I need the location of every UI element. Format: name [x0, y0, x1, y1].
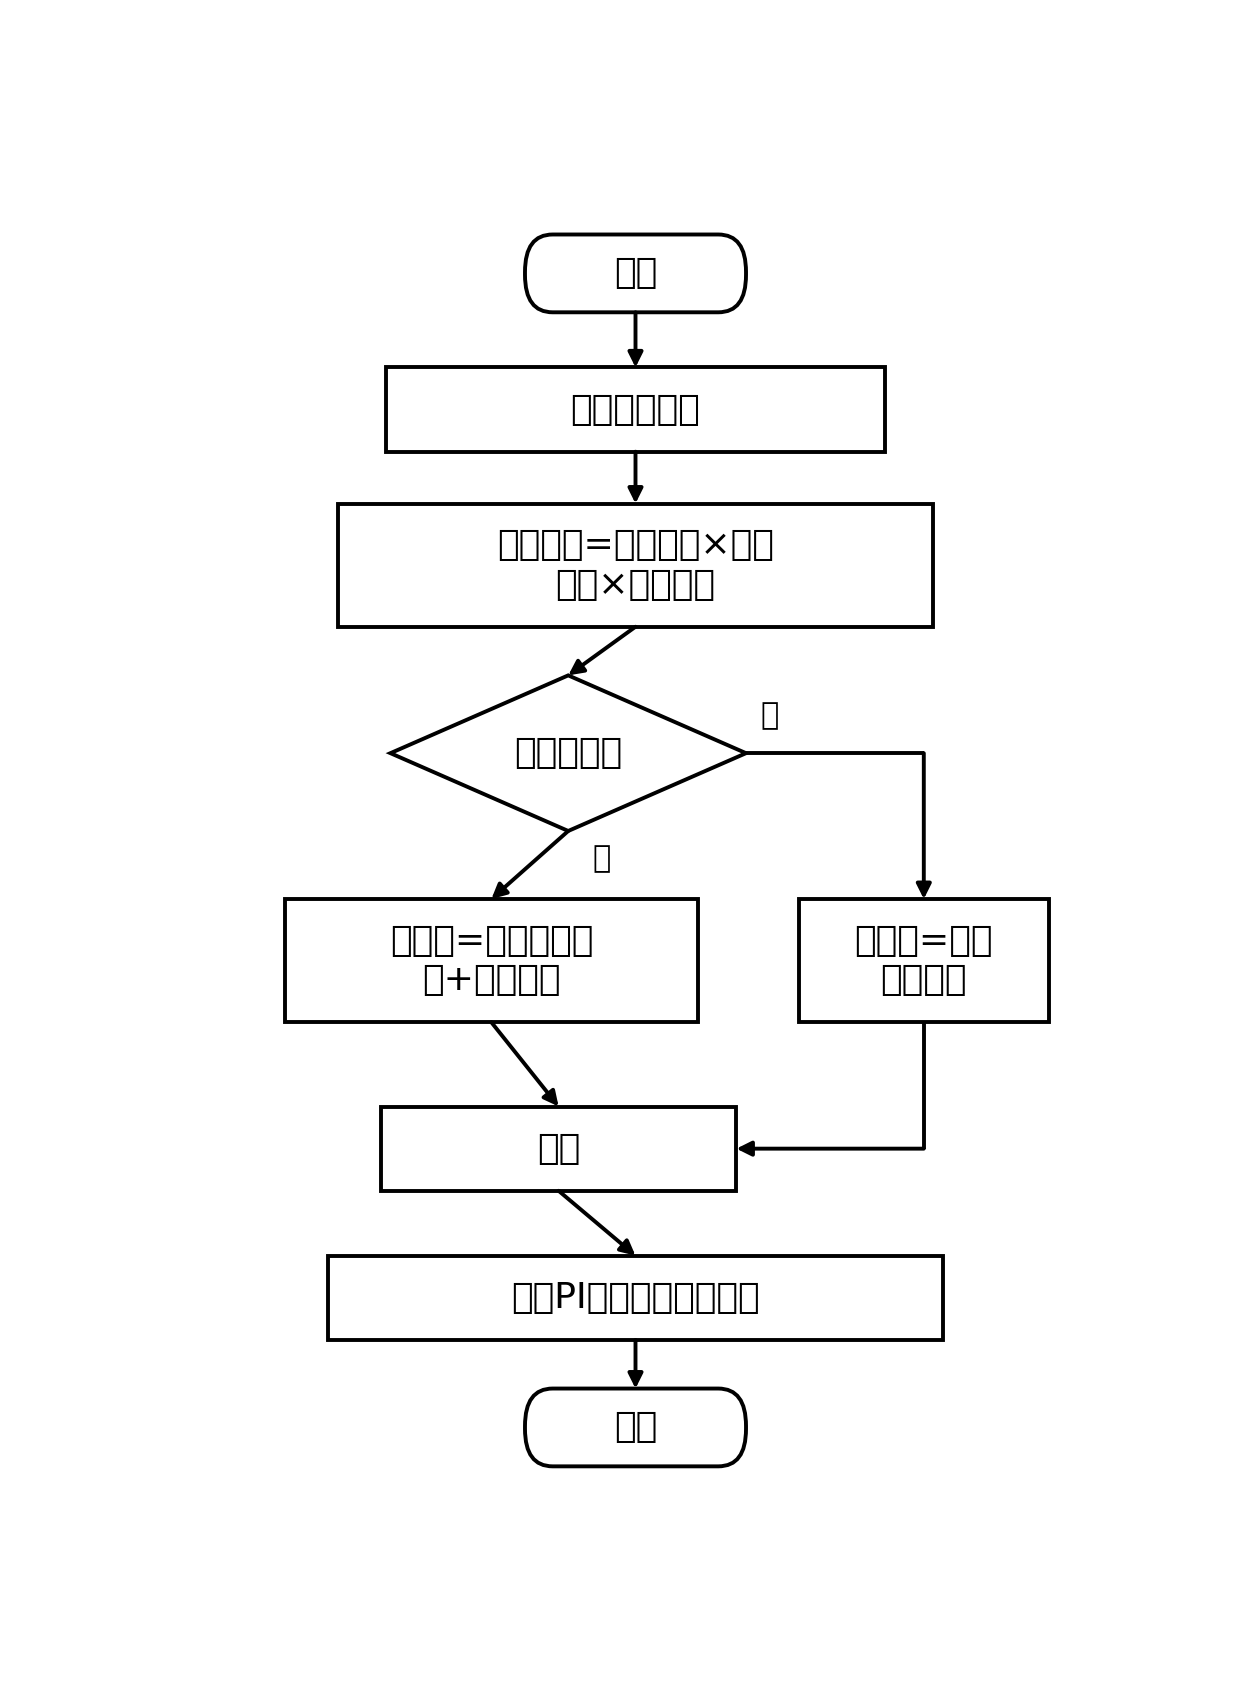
Bar: [327, 1256, 944, 1340]
Text: 是否补偿？: 是否补偿？: [515, 736, 622, 770]
Bar: [386, 367, 885, 451]
Text: 滤波: 滤波: [537, 1132, 580, 1165]
Bar: [799, 899, 1049, 1022]
Polygon shape: [391, 675, 746, 830]
Text: 数字PI控制调节输出电压: 数字PI控制调节输出电压: [511, 1282, 760, 1315]
Bar: [381, 1106, 737, 1191]
Text: 开始: 开始: [614, 256, 657, 290]
FancyBboxPatch shape: [525, 1389, 746, 1467]
Text: 给定值=补偿
前给定值: 给定值=补偿 前给定值: [854, 925, 993, 997]
Text: 否: 否: [760, 701, 779, 729]
Text: 给定值=补偿前给定
值+补偿电压: 给定值=补偿前给定 值+补偿电压: [389, 925, 593, 997]
FancyBboxPatch shape: [525, 234, 746, 312]
Text: 是: 是: [593, 844, 610, 872]
Text: 结束: 结束: [614, 1411, 657, 1445]
Bar: [337, 504, 934, 626]
Text: 补偿电压=单线压降×补偿
系数×校准系数: 补偿电压=单线压降×补偿 系数×校准系数: [497, 529, 774, 601]
Bar: [285, 899, 698, 1022]
Text: 单线压降采样: 单线压降采样: [570, 392, 701, 426]
